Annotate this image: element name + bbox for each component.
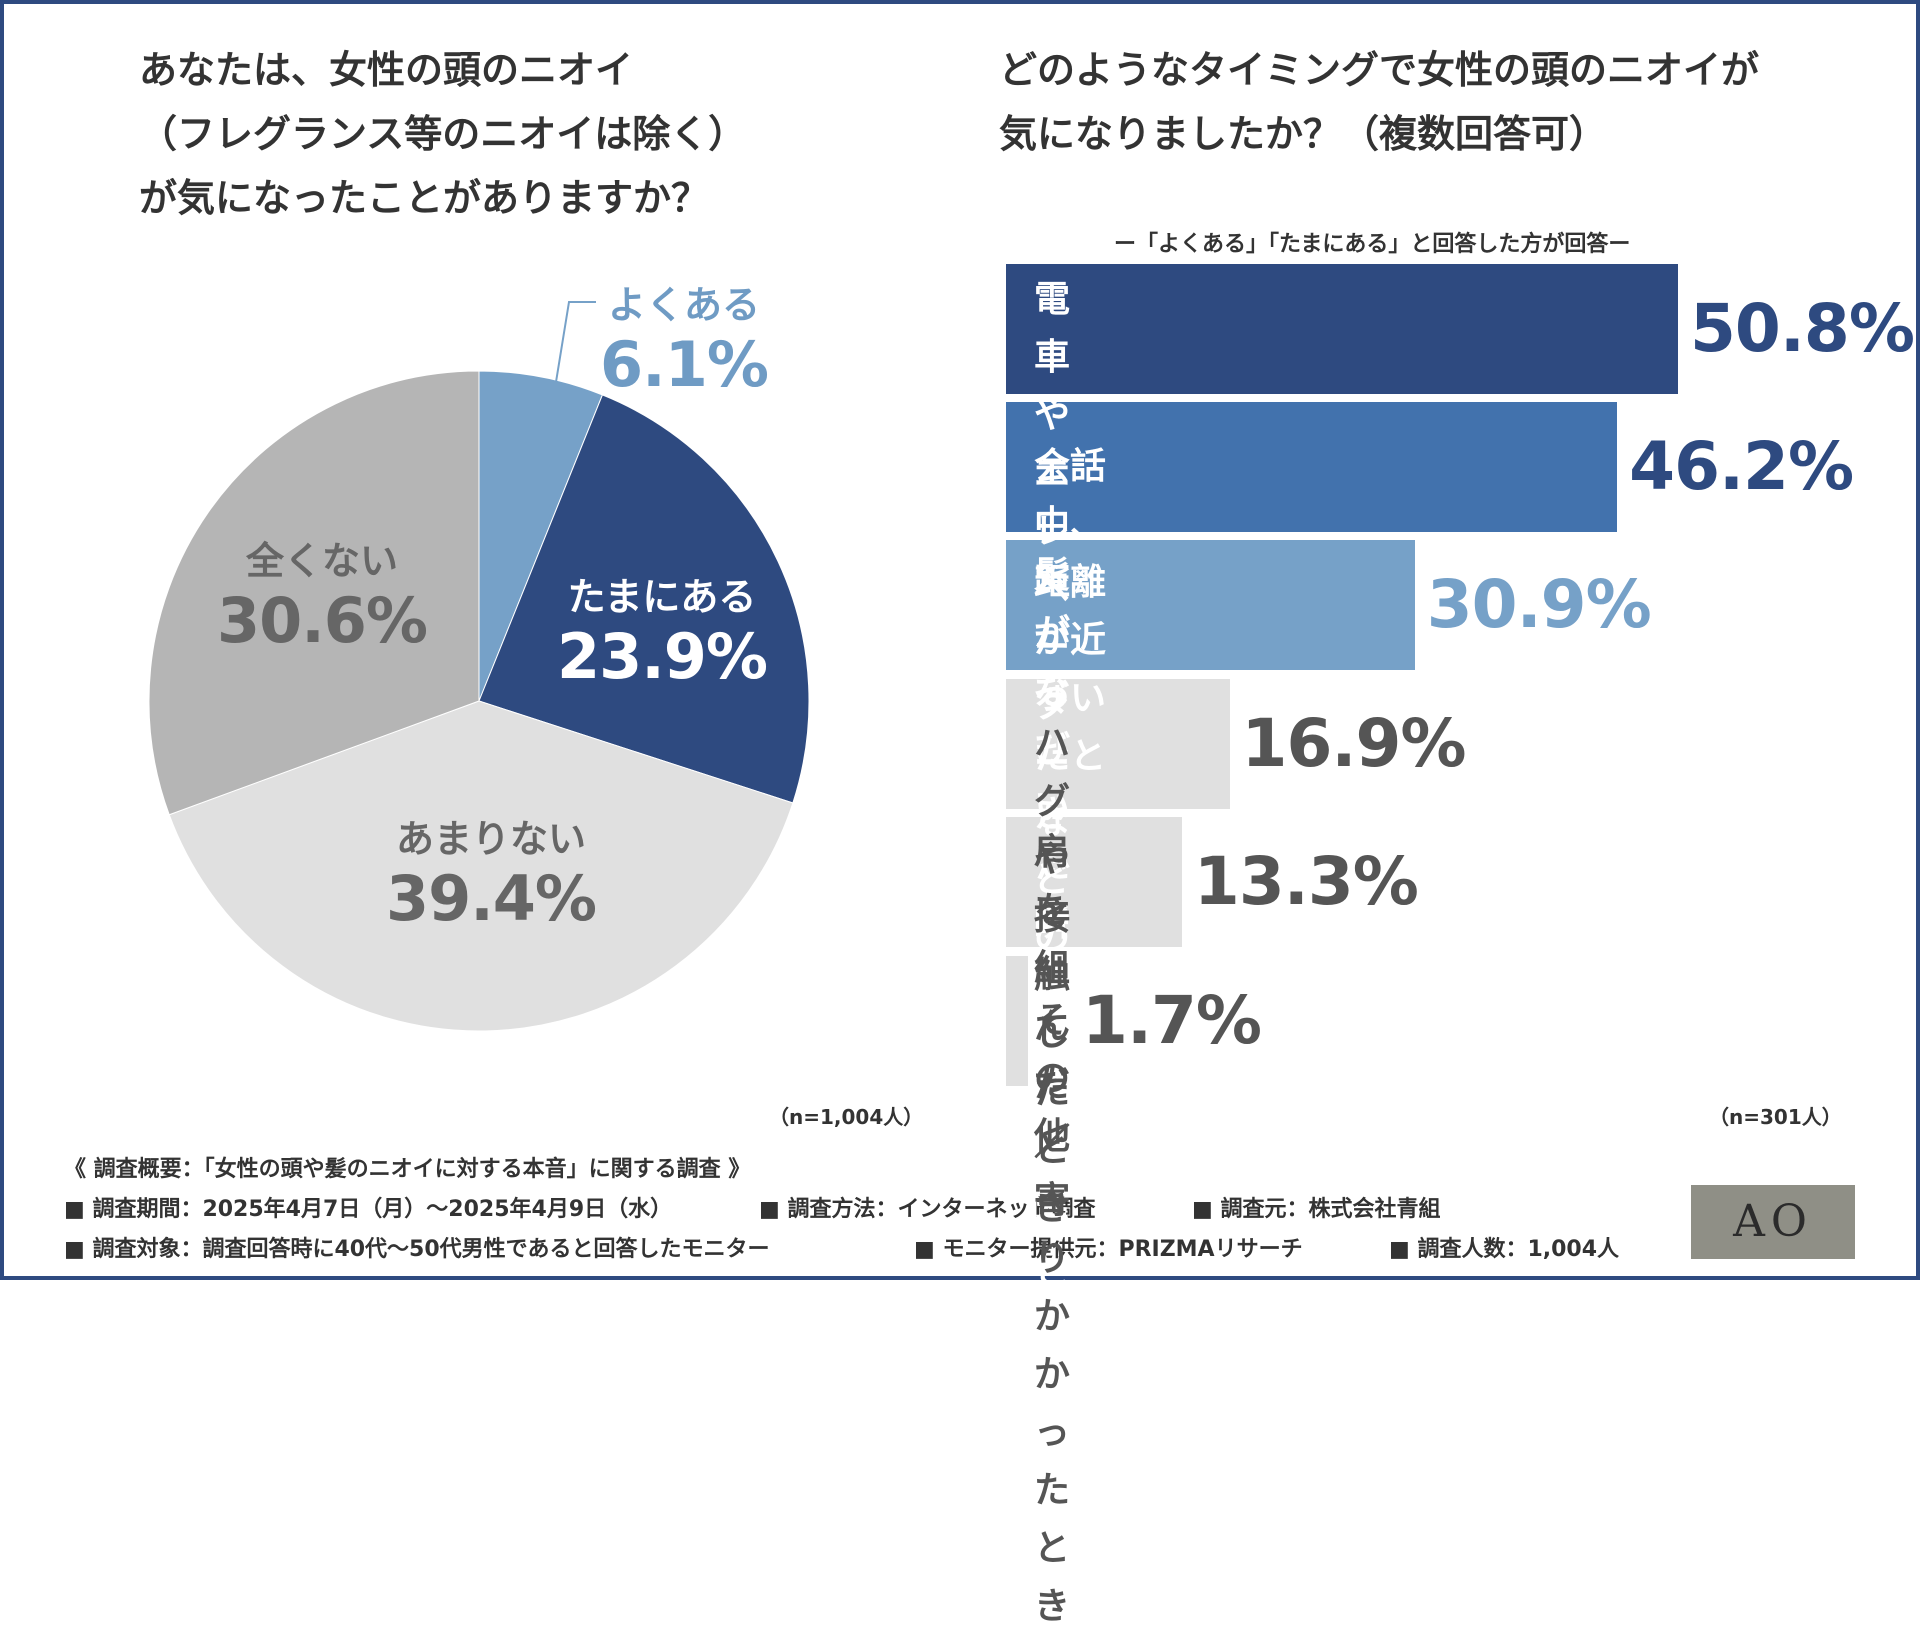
bar-category-label: ハグや接触したとき [1034, 723, 1071, 1228]
bar-chart: 電車やエレベーターなどの 密閉空間で 50.8% 会話中、距離が近づいたとき 46.2… [4, 4, 1920, 1627]
pie-label-value: 39.4% [385, 862, 597, 935]
bar-category-label: 電車やエレベーターなどの 密閉空間で [1034, 279, 1071, 1248]
bar-value-label: 30.9% [1426, 566, 1652, 643]
pie-sample-size: （n=1,004人） [769, 1105, 924, 1129]
summary-row-2: ■ 調査対象：調査回答時に40代～50代男性であると回答したモニター ■ モニター… [64, 1230, 1619, 1270]
pie-label-never: 全くない 30.6% [216, 538, 428, 658]
summary-row-1: ■ 調査期間：2025年4月7日（月）～2025年4月9日（水） ■ 調査方法：イ… [64, 1190, 1619, 1230]
pie-slice-sometimes [478, 394, 810, 804]
bar-value-label: 50.8% [1690, 290, 1915, 367]
bar-subtitle: ー「よくある」「たまにある」と回答した方が回答ー [1114, 232, 1631, 257]
pie-label-name: あまりない [395, 817, 586, 861]
bar-fill [1006, 402, 1618, 532]
bar-fill [1006, 264, 1678, 394]
bar-sample-size: （n=301人） [1709, 1105, 1842, 1129]
survey-summary: 《 調査概要：「女性の頭や髪のニオイに対する本音」に関する調査 》 ■ 調査期間… [64, 1150, 1619, 1270]
pie-label-name: 全くない [245, 539, 398, 583]
pie-label-value: 30.6% [216, 584, 428, 657]
pie-slice-often [478, 370, 604, 702]
summary-method: ■ 調査方法：インターネット調査 [759, 1197, 1096, 1222]
bar-category-label: 肩を組んだ／ 寄りかかったとき [1034, 832, 1071, 1627]
summary-target: ■ 調査対象：調査回答時に40代～50代男性であると回答したモニター [64, 1237, 770, 1262]
pie-slice-never [148, 370, 480, 816]
pie-label-value: 23.9% [556, 620, 768, 693]
bar-category-label: 髪がなびいた瞬間に 香ったとき [1034, 555, 1071, 1350]
company-logo: AO [1691, 1185, 1855, 1259]
logo-mark: AO [1733, 1196, 1813, 1247]
bar-category-label: その他 [1034, 1000, 1071, 1157]
pie-label-name: よくある [607, 283, 761, 327]
bar-fill [1006, 956, 1029, 1086]
bar-fill [1006, 679, 1230, 809]
pie-callout-line [555, 301, 596, 383]
pie-label-sometimes: たまにある 23.9% [556, 574, 768, 694]
pie-label-often: よくある 6.1% [600, 282, 769, 402]
bar-category-label: 会話中、距離が近づいたとき [1034, 446, 1107, 835]
pie-label-name: たまにある [567, 575, 757, 619]
bar-value-label: 16.9% [1241, 705, 1467, 782]
summary-header: 《 調査概要：「女性の頭や髪のニオイに対する本音」に関する調査 》 [64, 1157, 751, 1182]
bar-fill [1006, 540, 1415, 670]
summary-period: ■ 調査期間：2025年4月7日（月）～2025年4月9日（水） [64, 1197, 673, 1222]
summary-source: ■ 調査元：株式会社青組 [1192, 1197, 1441, 1222]
bar-value-label: 13.3% [1193, 843, 1419, 920]
bar-question-title: どのようなタイミングで女性の頭のニオイが 気になりましたか？（複数回答可） [999, 48, 1760, 156]
pie-label-rarely: あまりない 39.4% [385, 816, 597, 936]
bar-value-label: 46.2% [1629, 428, 1854, 505]
summary-provider: ■ モニター提供元：PRIZMAリサーチ [914, 1237, 1303, 1262]
pie-label-value: 6.1% [600, 328, 769, 401]
pie-chart [148, 301, 810, 1032]
summary-count: ■ 調査人数：1,004人 [1389, 1237, 1620, 1262]
pie-slice-rarely [168, 700, 794, 1032]
bar-value-label: 1.7% [1082, 982, 1262, 1059]
bar-fill [1006, 817, 1182, 947]
pie-question-title: あなたは、女性の頭のニオイ （フレグランス等のニオイは除く） が気になったことが… [139, 48, 747, 220]
